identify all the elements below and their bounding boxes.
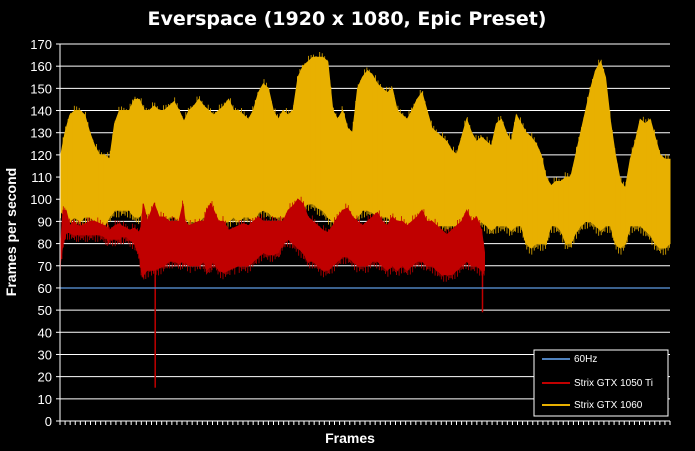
y-tick-label-110: 110	[31, 170, 52, 185]
legend-item-strix-gtx-1050-ti: Strix GTX 1050 Ti	[542, 378, 653, 389]
x-axis-ticks	[59, 421, 671, 425]
chart-title: Everspace (1920 x 1080, Epic Preset)	[148, 8, 547, 30]
y-tick-label-140: 140	[30, 104, 52, 119]
y-tick-label-20: 20	[38, 370, 52, 385]
y-tick-label-60: 60	[38, 281, 52, 296]
y-tick-label-90: 90	[38, 214, 52, 229]
legend-item-strix-gtx-1060: Strix GTX 1060	[542, 400, 643, 411]
x-axis-label: Frames	[325, 430, 375, 446]
legend: 60Hz Strix GTX 1050 Ti Strix GTX 1060	[533, 349, 669, 417]
series-1	[59, 196, 485, 388]
y-tick-label-50: 50	[38, 303, 52, 318]
y-tick-label-150: 150	[30, 81, 52, 96]
y-tick-label-100: 100	[30, 192, 52, 207]
y-tick-label-40: 40	[38, 325, 52, 340]
y-tick-label-130: 130	[30, 126, 52, 141]
legend-item-60hz: 60Hz	[542, 354, 597, 365]
legend-label-60hz: 60Hz	[574, 354, 597, 365]
y-axis-label: Frames per second	[3, 168, 19, 296]
y-tick-label-170: 170	[30, 37, 52, 52]
y-tick-label-160: 160	[30, 59, 52, 74]
y-tick-label-120: 120	[30, 148, 52, 163]
series-layer	[59, 52, 671, 388]
y-tick-label-10: 10	[38, 392, 52, 407]
y-tick-label-30: 30	[38, 347, 52, 362]
series-2	[59, 52, 671, 256]
y-tick-label-0: 0	[45, 414, 52, 429]
y-tick-label-70: 70	[38, 259, 52, 274]
legend-label-strix-gtx-1050-ti: Strix GTX 1050 Ti	[574, 378, 653, 389]
legend-label-strix-gtx-1060: Strix GTX 1060	[574, 400, 643, 411]
y-tick-label-80: 80	[38, 237, 52, 252]
y-axis-ticks: 0 10 20 30 40 50 60 70 80 90 100 110 120 130 140 150 160…	[30, 37, 60, 429]
